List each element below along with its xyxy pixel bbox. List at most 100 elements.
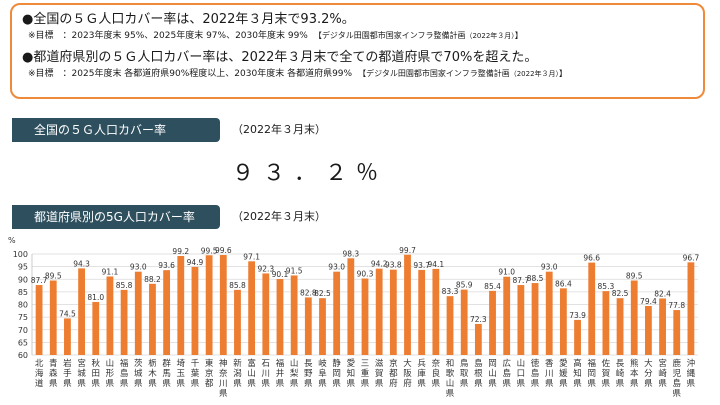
bar	[234, 289, 241, 355]
bar	[49, 280, 57, 355]
bar-value-label: 99.2	[172, 247, 189, 256]
x-tick-label: 鳥取県	[460, 358, 469, 389]
bar-value-label: 93.0	[328, 263, 345, 272]
bar	[64, 318, 71, 355]
bar	[673, 310, 681, 355]
x-tick-label: 愛知県	[347, 358, 356, 389]
bar	[460, 289, 468, 355]
bar	[687, 262, 695, 355]
y-tick-label: 70	[18, 326, 28, 335]
x-tick-label: 長野県	[304, 359, 313, 389]
x-tick-label: 大分県	[644, 358, 653, 389]
x-tick-label: 熊本県	[630, 358, 639, 389]
prefectural-source-end: 】	[559, 69, 568, 78]
x-tick-label: 茨城県	[134, 358, 143, 389]
bar-value-label: 85.4	[484, 282, 501, 291]
bar-value-label: 94.9	[187, 258, 204, 267]
bar-value-label: 88.2	[144, 275, 161, 284]
bar	[248, 261, 256, 355]
bar	[361, 278, 369, 355]
x-tick-label: 静岡県	[332, 358, 341, 389]
prefectural-target-source: 【デジタル田園都市国家インフラ整備計画（2022年３月）】	[358, 69, 567, 78]
bar-value-label: 87.7	[513, 276, 530, 285]
bar-value-label: 93.6	[158, 261, 175, 270]
x-tick-label: 島根県	[474, 358, 483, 389]
x-tick-label: 秋田県	[92, 358, 101, 389]
prefectural-source-year: （2022年３月）	[509, 70, 560, 78]
bar-value-label: 93.0	[541, 263, 558, 272]
bar-value-label: 96.6	[583, 254, 600, 263]
x-tick-label: 福岡県	[587, 358, 596, 389]
bar	[347, 258, 355, 355]
bar-value-label: 85.3	[598, 282, 615, 291]
x-tick-label: 兵庫県	[417, 358, 426, 389]
national-coverage-date: （2022年３月末）	[232, 123, 326, 136]
bar-value-label: 81.0	[87, 293, 104, 302]
bar-value-label: 89.5	[45, 272, 62, 281]
x-tick-label: 東京都	[205, 358, 214, 389]
summary-note-prefectural: ※目標 ：2025年度末 各都道府県90%程度以上、2030年度末 各都道府県9…	[22, 67, 693, 81]
bar	[319, 298, 326, 355]
x-tick-label: 広島県	[502, 358, 511, 389]
x-tick-label: 栃木県	[148, 358, 157, 389]
x-tick-label: 徳島県	[531, 358, 540, 389]
bar	[602, 291, 610, 355]
bar-value-label: 82.5	[612, 289, 629, 298]
bar-value-label: 86.4	[555, 279, 572, 288]
bar-value-label: 92.3	[257, 264, 274, 273]
bar-value-label: 74.5	[59, 309, 76, 318]
x-tick-label: 岩手県	[63, 358, 72, 389]
bar	[559, 288, 567, 355]
x-tick-label: 滋賀県	[375, 358, 384, 389]
bar-value-label: 88.5	[527, 274, 544, 283]
x-tick-label: 岡山県	[488, 359, 497, 389]
bar	[659, 298, 666, 355]
bar-value-label: 96.7	[683, 253, 700, 262]
y-tick-label: 60	[18, 351, 28, 360]
bar	[545, 271, 553, 355]
prefectural-target-text: ※目標 ：2025年度末 各都道府県90%程度以上、2030年度末 各都道府県9…	[28, 69, 353, 79]
x-tick-label: 富山県	[247, 358, 256, 389]
x-tick-label: 千葉県	[191, 358, 200, 389]
bar-value-label: 85.8	[116, 281, 133, 290]
bar	[432, 268, 440, 355]
bar-value-label: 85.9	[456, 281, 473, 290]
bar	[290, 275, 298, 355]
x-tick-label: 神奈川県	[219, 358, 228, 399]
bar-value-label: 97.1	[243, 252, 260, 261]
y-tick-label: 100	[13, 250, 28, 259]
x-tick-label: 山梨県	[290, 358, 299, 389]
y-tick-label: 75	[18, 313, 28, 322]
bar-value-label: 85.8	[229, 281, 246, 290]
bar-value-label: 77.8	[668, 301, 685, 310]
bar	[304, 297, 312, 355]
bar	[276, 278, 284, 355]
bar	[262, 273, 270, 355]
bar	[163, 270, 171, 355]
bar	[106, 276, 114, 355]
y-tick-label: 95	[18, 263, 28, 272]
bar	[177, 256, 185, 355]
x-tick-label: 京都府	[389, 358, 398, 389]
bar-value-label: 90.1	[272, 270, 289, 279]
y-tick-label: 80	[18, 301, 28, 310]
x-tick-label: 北海道	[35, 359, 44, 389]
bar	[134, 271, 142, 355]
prefectural-source-title: 【デジタル田園都市国家インフラ整備計画	[358, 69, 510, 78]
bar	[219, 255, 227, 355]
bar	[503, 276, 511, 355]
summary-box: ●全国の５Ｇ人口カバー率は、2022年３月末で93.2%。 ※目標 ：2023年…	[10, 3, 705, 99]
national-coverage-value: ９３．２％	[232, 161, 388, 186]
x-tick-label: 佐賀県	[602, 358, 611, 389]
bar	[191, 266, 199, 355]
x-tick-label: 青森県	[49, 358, 58, 389]
bar-value-label: 87.7	[31, 276, 48, 285]
y-tick-label: 85	[18, 288, 28, 297]
bar	[78, 268, 85, 355]
x-tick-label: 愛媛県	[559, 358, 568, 389]
bar	[418, 269, 426, 355]
x-tick-label: 山形県	[106, 358, 115, 389]
x-tick-label: 福井県	[276, 358, 285, 389]
x-tick-label: 新潟県	[233, 358, 242, 389]
bar	[517, 285, 525, 355]
